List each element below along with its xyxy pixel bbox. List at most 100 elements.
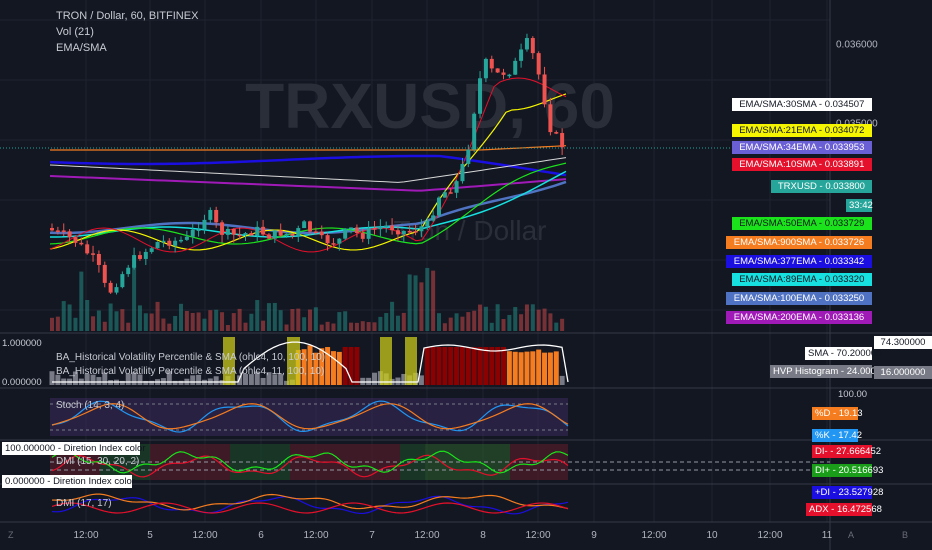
- hvp-title-2[interactable]: BA_Historical Volatility Percentile & SM…: [56, 366, 325, 377]
- dmi2-title[interactable]: DMI (17, 17): [56, 498, 112, 509]
- volume-bar: [220, 312, 225, 331]
- hvp-bar: [131, 372, 137, 385]
- candle-body: [337, 238, 342, 244]
- ema-title[interactable]: EMA/SMA: [56, 42, 107, 54]
- volume-bar: [96, 310, 101, 331]
- hvp-bar: [430, 347, 436, 385]
- volume-bar: [55, 316, 60, 331]
- stoch-lines: [51, 400, 569, 433]
- hvp-bar: [319, 348, 325, 385]
- candle-body: [284, 233, 289, 236]
- volume-bar: [419, 282, 424, 331]
- volume-bar: [161, 318, 166, 331]
- ma-200ema: [49, 175, 567, 192]
- time-tick: 12:00: [757, 530, 783, 541]
- hvp-bar: [149, 380, 155, 385]
- candle-body: [91, 253, 96, 255]
- volume-bar: [384, 313, 389, 331]
- stoch-d-label: %D - 19.13: [812, 407, 863, 420]
- price-label: EMA/SMA:21EMA - 0.034072: [731, 124, 872, 137]
- candle-body: [483, 58, 488, 79]
- volume-bar: [319, 324, 324, 331]
- volume-bar: [272, 302, 277, 331]
- hvp-bar: [559, 375, 565, 385]
- candle-body: [448, 192, 453, 194]
- hvp-bar: [325, 347, 331, 385]
- candle-body: [167, 240, 172, 246]
- candle-body: [108, 282, 113, 293]
- hvp-bar: [90, 374, 96, 385]
- minus-di-line: [51, 502, 569, 514]
- time-tick: 12:00: [192, 530, 218, 541]
- candle-body: [354, 227, 359, 234]
- candle-body: [349, 227, 354, 229]
- candle-body: [460, 163, 465, 182]
- z-icon[interactable]: Z: [8, 530, 14, 540]
- vol-title[interactable]: Vol (21): [56, 26, 94, 38]
- volume-bar: [483, 306, 488, 331]
- volume-bar: [249, 313, 254, 331]
- candle-body: [384, 225, 389, 228]
- candle-body: [149, 248, 154, 252]
- volume-bar: [237, 308, 242, 331]
- candle-body: [278, 230, 283, 236]
- candle-body: [401, 230, 406, 235]
- candle-body: [472, 113, 477, 150]
- hvp-bar: [272, 374, 278, 385]
- hvp-title-1[interactable]: BA_Historical Volatility Percentile & SM…: [56, 352, 326, 363]
- moving-averages: [49, 77, 567, 253]
- price-label: EMA/SMA:377EMA - 0.033342: [726, 255, 872, 268]
- dmi1-lines: [51, 450, 569, 478]
- dmi-legend-2: 0.000000 - Diretion Index color: [2, 475, 135, 488]
- hvp-bar: [96, 377, 102, 385]
- volume-bar: [536, 309, 541, 331]
- hvp-bar: [436, 347, 442, 385]
- time-tick: 12:00: [414, 530, 440, 541]
- auto-scale-icon[interactable]: A: [848, 530, 855, 540]
- settings-icon[interactable]: B: [902, 530, 909, 540]
- volume-bar: [85, 299, 90, 331]
- stoch-k-line: [51, 400, 569, 433]
- volume-bar: [190, 312, 195, 331]
- volume-bar: [466, 312, 471, 331]
- dmi1-title[interactable]: DMI (15, 30, 20, 2): [56, 456, 140, 467]
- time-tick: 9: [591, 530, 597, 541]
- volume-bar: [184, 310, 189, 331]
- volume-bar: [143, 313, 148, 331]
- symbol-title[interactable]: TRON / Dollar, 60, BITFINEX: [56, 10, 199, 22]
- hvp-bar: [489, 347, 495, 385]
- volume-bar: [360, 321, 365, 331]
- candle-body: [325, 235, 330, 244]
- stoch-title[interactable]: Stoch (14, 3, 4): [56, 400, 125, 411]
- hvp-bar: [418, 375, 424, 385]
- candle-body: [413, 231, 418, 233]
- volume-bar: [149, 313, 154, 331]
- volume-bar: [126, 322, 131, 331]
- hvp-histogram: [49, 337, 569, 385]
- price-label: EMA/SMA:89EMA - 0.033320: [731, 273, 872, 286]
- hvp-bar: [512, 351, 518, 385]
- volume-bar: [255, 300, 260, 331]
- hvp-right-bottom: 16.000000: [874, 366, 932, 379]
- volume-bar: [79, 271, 84, 331]
- candle-body: [331, 243, 336, 245]
- candle-body: [554, 132, 559, 134]
- candle-body: [466, 149, 471, 164]
- volume-bar: [560, 318, 565, 331]
- candle-body: [290, 233, 295, 236]
- candle-body: [560, 133, 565, 148]
- hvp-bar: [213, 376, 219, 385]
- hvp-yellow: [223, 337, 235, 385]
- volume-bar: [437, 313, 441, 331]
- volume-bar: [530, 304, 535, 331]
- volume-bar: [225, 324, 230, 331]
- price-label: EMA/SMA:100EMA - 0.033250: [726, 292, 872, 305]
- plus-di-line: [51, 495, 569, 515]
- candle-body: [249, 233, 254, 236]
- hvp-bar: [143, 380, 149, 385]
- volume-bar: [266, 303, 271, 331]
- volume-bar: [489, 322, 494, 331]
- hvp-bar: [501, 347, 506, 385]
- time-tick: 12:00: [303, 530, 329, 541]
- volume-bar: [202, 318, 207, 331]
